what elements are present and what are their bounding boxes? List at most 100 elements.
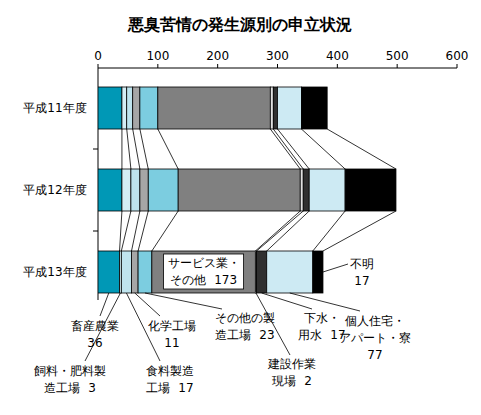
- leader-line: [290, 293, 360, 311]
- x-tick: [457, 64, 458, 68]
- connector: [140, 129, 148, 169]
- label-value: 173: [214, 273, 237, 287]
- bar-segment: [133, 87, 140, 129]
- connector: [132, 211, 140, 251]
- connector: [152, 211, 178, 251]
- bar-segment: [278, 87, 302, 129]
- bar-segment: [98, 251, 120, 293]
- bar-segment: [131, 169, 140, 211]
- label-name: 畜産農業: [71, 319, 119, 333]
- x-tick: [397, 64, 398, 68]
- connector: [127, 129, 131, 169]
- bar-segment: [98, 169, 122, 211]
- data-label: 不明 17: [323, 257, 374, 288]
- data-label-text: 食料製造工場 17: [146, 364, 194, 395]
- label-name: 化学工場: [148, 319, 196, 333]
- label-name: 建設作業: [267, 357, 316, 371]
- connector: [138, 211, 148, 251]
- connectors: [120, 129, 396, 251]
- x-tick-label: 200: [206, 49, 229, 63]
- label-name: 現場: [272, 374, 296, 388]
- data-label-text: 飼料・肥料製造工場 3: [34, 364, 106, 395]
- bar-segment: [138, 251, 152, 293]
- data-label: 個人住宅・アパート・寮77: [290, 293, 411, 362]
- label-value: 17: [354, 274, 369, 288]
- data-label-text: 建設作業現場2: [267, 357, 316, 388]
- x-tick: [337, 64, 338, 68]
- connector: [121, 129, 122, 169]
- bar-segment: [270, 87, 273, 129]
- label-value: 17: [178, 381, 193, 395]
- label-value: 36: [87, 336, 102, 350]
- bar-segment: [140, 87, 158, 129]
- data-label: 下水・用水17: [262, 293, 346, 342]
- x-tick: [277, 64, 278, 68]
- label-name: 下水・: [304, 311, 340, 325]
- leader-line: [256, 293, 290, 355]
- bar-segment: [158, 87, 270, 129]
- label-name: その他の製: [215, 311, 275, 325]
- label-value: 23: [259, 328, 274, 342]
- bar-segment: [122, 87, 127, 129]
- label-value: 3: [88, 381, 96, 395]
- x-tick-label: 500: [386, 49, 409, 63]
- label-name: 用水: [298, 328, 322, 342]
- label-name: その他: [170, 273, 206, 287]
- bar-segment: [140, 169, 148, 211]
- connector: [327, 129, 396, 169]
- data-label-text: サービス業・その他 173: [168, 256, 240, 287]
- label-name: 造工場: [44, 381, 80, 395]
- connector: [270, 129, 300, 169]
- connector: [133, 129, 140, 169]
- connector: [273, 129, 303, 169]
- bar-segment: [127, 87, 133, 129]
- category-label: 平成11年度: [23, 101, 86, 115]
- data-label-text: 化学工場11: [148, 319, 196, 350]
- label-name: サービス業・: [168, 256, 240, 270]
- bar-segment: [345, 169, 396, 211]
- category-label: 平成12年度: [23, 183, 86, 197]
- data-label: 飼料・肥料製造工場 3: [34, 293, 120, 395]
- bars: [98, 87, 396, 293]
- x-tick: [217, 64, 218, 68]
- leader-line: [323, 264, 348, 272]
- bar-segment: [300, 169, 303, 211]
- y-tick: [93, 231, 98, 232]
- data-labels: 畜産農業 36 飼料・肥料製造工場 3 食料製造工場 17 化学工場11 その他の製造工場23…: [34, 254, 411, 395]
- data-label-text: 個人住宅・アパート・寮77: [339, 314, 411, 362]
- leader-line: [145, 293, 222, 309]
- data-label-text: 畜産農業 36: [71, 319, 119, 350]
- chart: 悪臭苦情の発生源別の申立状況0100200300400500600平成11年度平…: [0, 0, 481, 415]
- connector: [313, 211, 345, 251]
- x-tick-label: 400: [326, 49, 349, 63]
- bar-segment: [152, 251, 256, 293]
- connector: [255, 211, 300, 251]
- label-name: 工場: [146, 381, 170, 395]
- connector: [301, 129, 345, 169]
- bar-segment: [121, 251, 131, 293]
- x-tick-label: 600: [446, 49, 469, 63]
- label-name: 飼料・肥料製: [34, 364, 106, 378]
- bar-segment: [301, 87, 327, 129]
- leader-line: [135, 293, 160, 316]
- label-name: 不明: [350, 257, 374, 271]
- data-label: サービス業・その他 173: [164, 254, 244, 289]
- label-name: 食料製造: [146, 364, 194, 378]
- bar-segment: [178, 169, 300, 211]
- bar-segment: [309, 169, 345, 211]
- bar-segment: [148, 169, 178, 211]
- bar-segment: [98, 87, 122, 129]
- data-label: その他の製造工場23: [145, 293, 275, 342]
- data-label: 食料製造工場 17: [126, 293, 194, 395]
- x-tick-label: 300: [266, 49, 289, 63]
- x-tick-label: 0: [94, 49, 102, 63]
- bar-segment: [257, 251, 267, 293]
- label-name: 個人住宅・: [345, 314, 405, 328]
- bar-segment: [303, 169, 309, 211]
- data-label-text: 不明 17: [350, 257, 374, 288]
- connector: [257, 211, 304, 251]
- bar-segment: [132, 251, 139, 293]
- leader-line: [100, 293, 109, 316]
- bar-segment: [273, 87, 277, 129]
- data-label-text: その他の製造工場23: [215, 311, 275, 342]
